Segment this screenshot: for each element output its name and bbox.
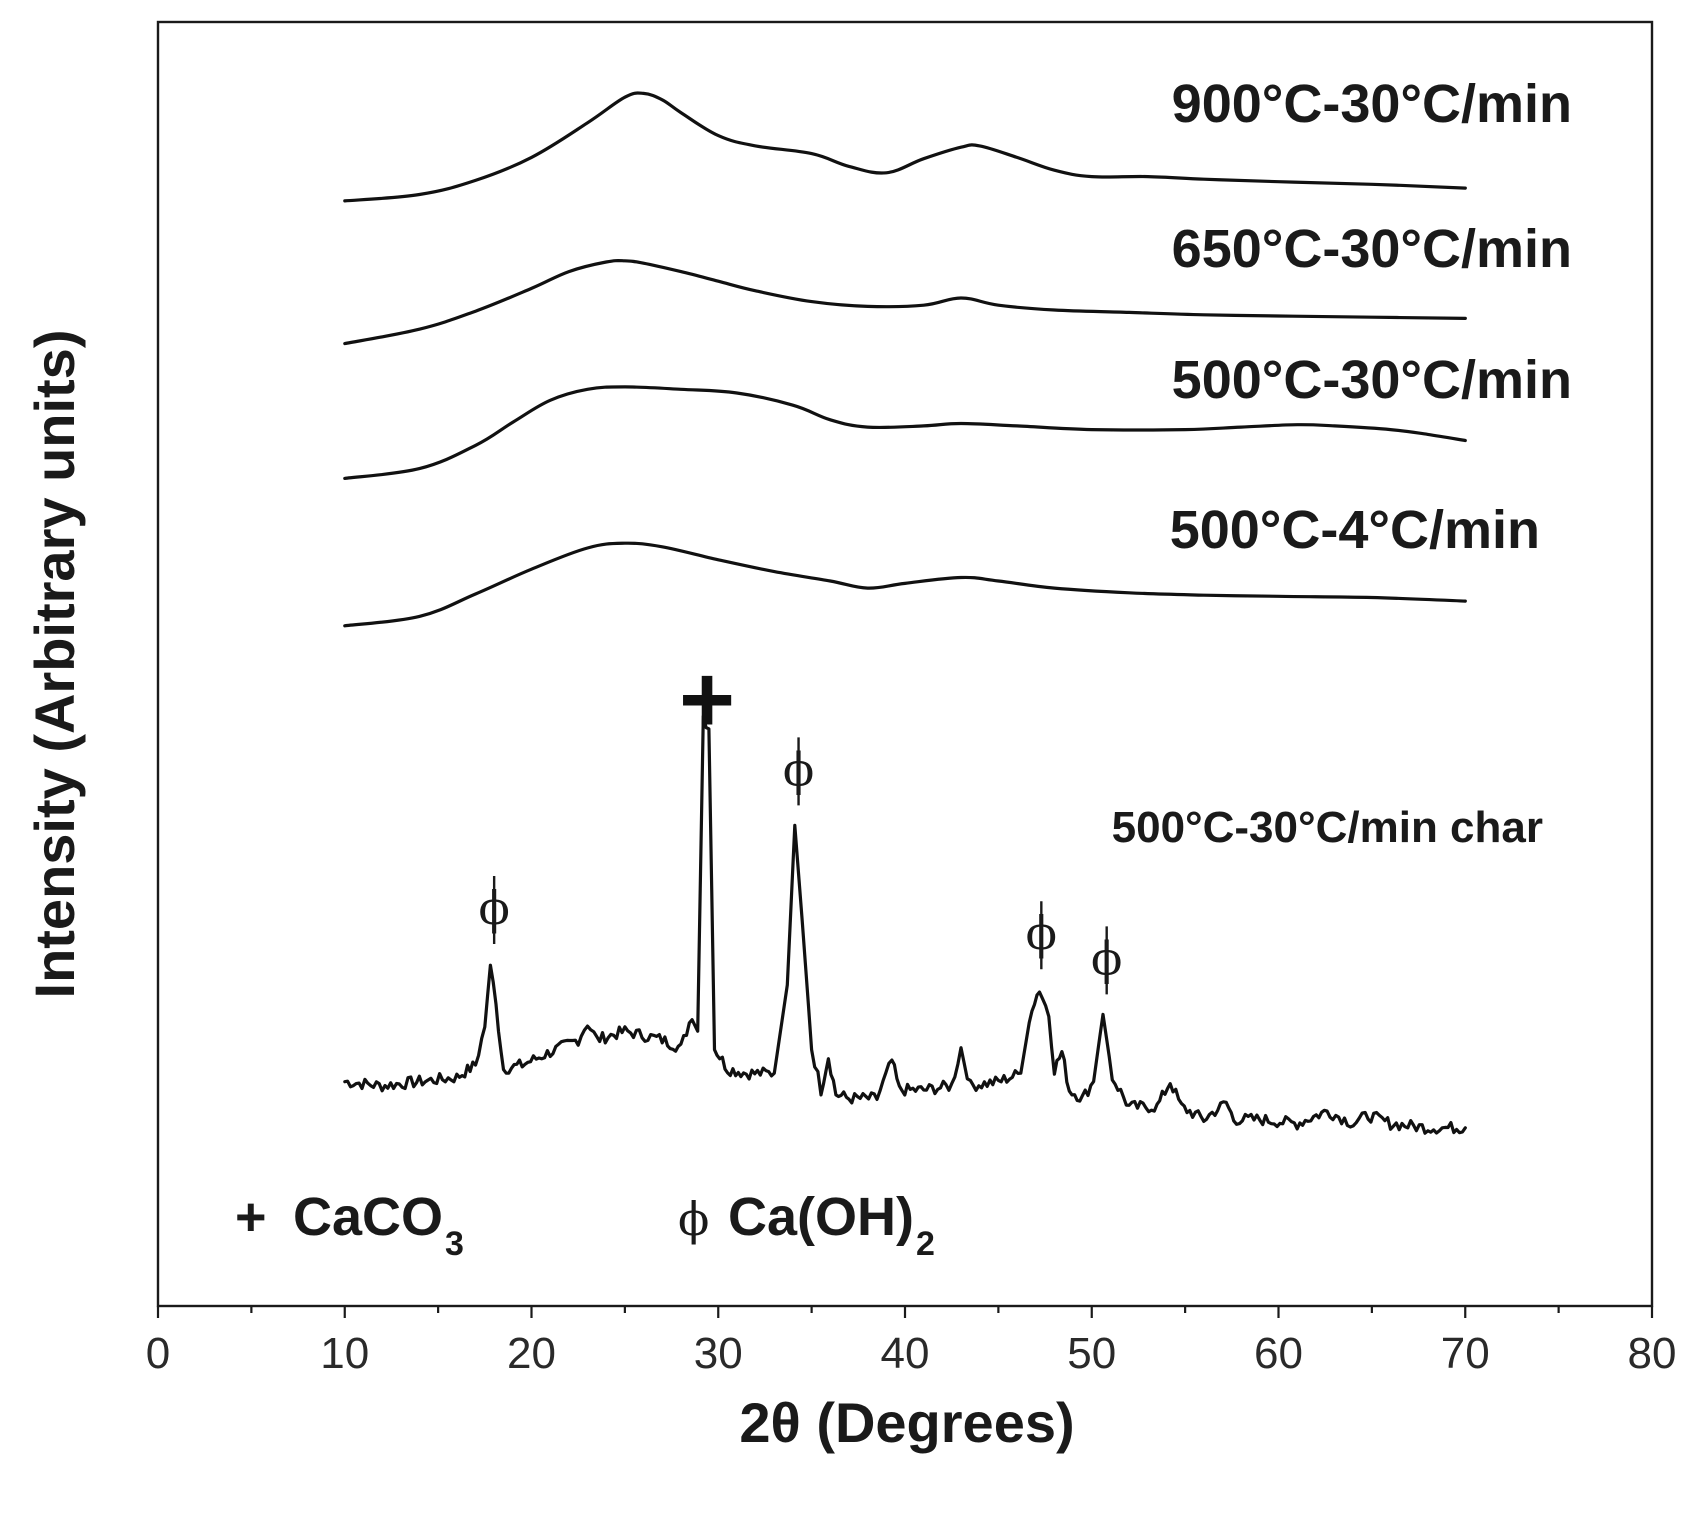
series-label: 500°C-4°C/min [1170,500,1540,560]
y-axis-title: Intensity (Arbitrary units) [23,330,86,999]
series-line [343,714,1467,1135]
legend-entry: ϕ Ca(OH) 2 [678,1187,935,1263]
x-tick-label: 0 [146,1329,170,1378]
x-tick-label: 70 [1441,1329,1490,1378]
peak-marker-group: ϕ+ϕϕ ϕ [478,646,1122,995]
legend-label: CaCO [293,1187,443,1247]
series-line [343,541,1467,628]
legend-phi-symbol: ϕ [678,1192,709,1246]
x-axis-title: 2θ (Degrees) [739,1391,1074,1454]
legend-entry: + CaCO 3 [235,1187,464,1263]
legend-subscript: 3 [445,1225,464,1263]
series-label: 500°C-30°C/min [1172,350,1572,410]
series-label: 650°C-30°C/min [1172,219,1572,279]
series-label: 500°C-30°C/min char [1112,803,1543,852]
x-tick-label: 40 [881,1329,930,1378]
legend: + CaCO 3 ϕ Ca(OH) 2 [235,1187,935,1263]
plot-frame [156,20,1654,1308]
caco3-peak-marker: + [679,646,735,753]
series-line [343,91,1467,203]
series-group [343,91,1467,1135]
legend-plus-symbol: + [235,1187,267,1247]
x-tick-label: 30 [694,1329,743,1378]
x-tick-label: 60 [1254,1329,1303,1378]
x-tick-label: 20 [507,1329,556,1378]
legend-label: Ca(OH) [728,1187,914,1247]
legend-subscript: 2 [916,1225,935,1263]
series-line [343,258,1467,346]
x-tick-label: 80 [1628,1329,1677,1378]
series-line [343,385,1467,480]
axis-group: 0 10 20 30 40 50 60 70 80 2θ (Degrees) Intensity (… [23,20,1677,1454]
x-tick-label: 50 [1067,1329,1116,1378]
series-label-group: 900°C-30°C/min 650°C-30°C/min 500°C-30°C/m… [1112,74,1572,852]
x-tick-label: 10 [320,1329,369,1378]
series-label: 900°C-30°C/min [1172,74,1572,134]
